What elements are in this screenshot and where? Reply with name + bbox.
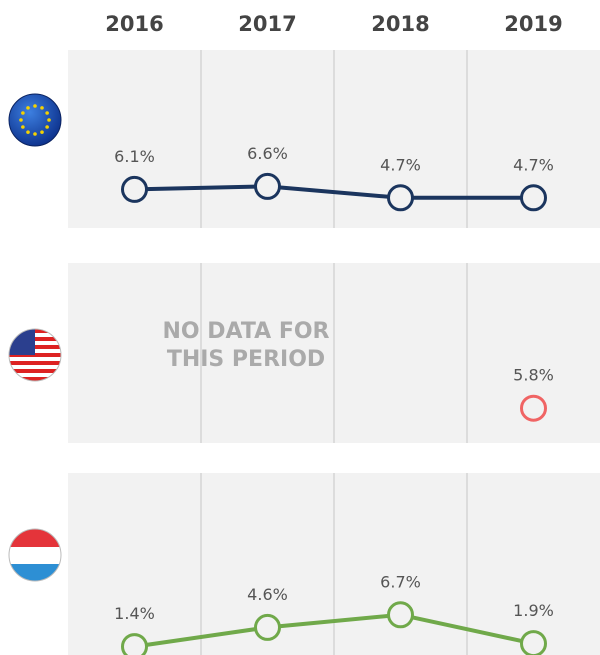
point [520, 630, 547, 655]
panels [68, 50, 600, 655]
star [33, 132, 37, 136]
star [47, 118, 51, 122]
star [26, 130, 30, 134]
star [33, 104, 37, 108]
value-label: 1.9% [513, 601, 554, 620]
flag-us-rim [8, 328, 62, 382]
point [254, 172, 281, 200]
value-label: 4.7% [380, 155, 421, 174]
star [19, 118, 23, 122]
annotation-box: NO DATA FOR THIS PERIOD [162, 319, 330, 372]
flag-us [9, 329, 61, 381]
stripe [9, 377, 61, 381]
flag-lu [9, 529, 61, 581]
x-tick-label: 2017 [238, 12, 296, 36]
point [121, 633, 148, 655]
star [40, 130, 44, 134]
value-label: 6.1% [114, 147, 155, 166]
annotation: NO DATA FOR THIS PERIOD [162, 319, 330, 372]
flag-lu-rim [8, 528, 62, 582]
flag-eu [8, 93, 62, 147]
stripe [9, 369, 61, 373]
point [387, 601, 414, 629]
point [387, 184, 414, 212]
value-label: 4.6% [247, 585, 288, 604]
point [121, 175, 148, 203]
star [26, 106, 30, 110]
x-tick-label: 2018 [371, 12, 429, 36]
value-label: 6.6% [247, 144, 288, 163]
line [134, 612, 534, 649]
x-tick-label: 2019 [504, 12, 562, 36]
x-tick-label: 2016 [105, 12, 163, 36]
point [254, 613, 281, 641]
point [520, 184, 547, 212]
star [40, 106, 44, 110]
value-label: 6.7% [380, 572, 421, 591]
value-label: 5.8% [513, 366, 554, 385]
value-label: 1.4% [114, 604, 155, 623]
point [520, 394, 547, 422]
star [45, 111, 49, 115]
star [21, 125, 25, 129]
stripe [9, 361, 61, 365]
star [21, 111, 25, 115]
line [134, 184, 534, 200]
value-label: 4.7% [513, 155, 554, 174]
star [45, 125, 49, 129]
